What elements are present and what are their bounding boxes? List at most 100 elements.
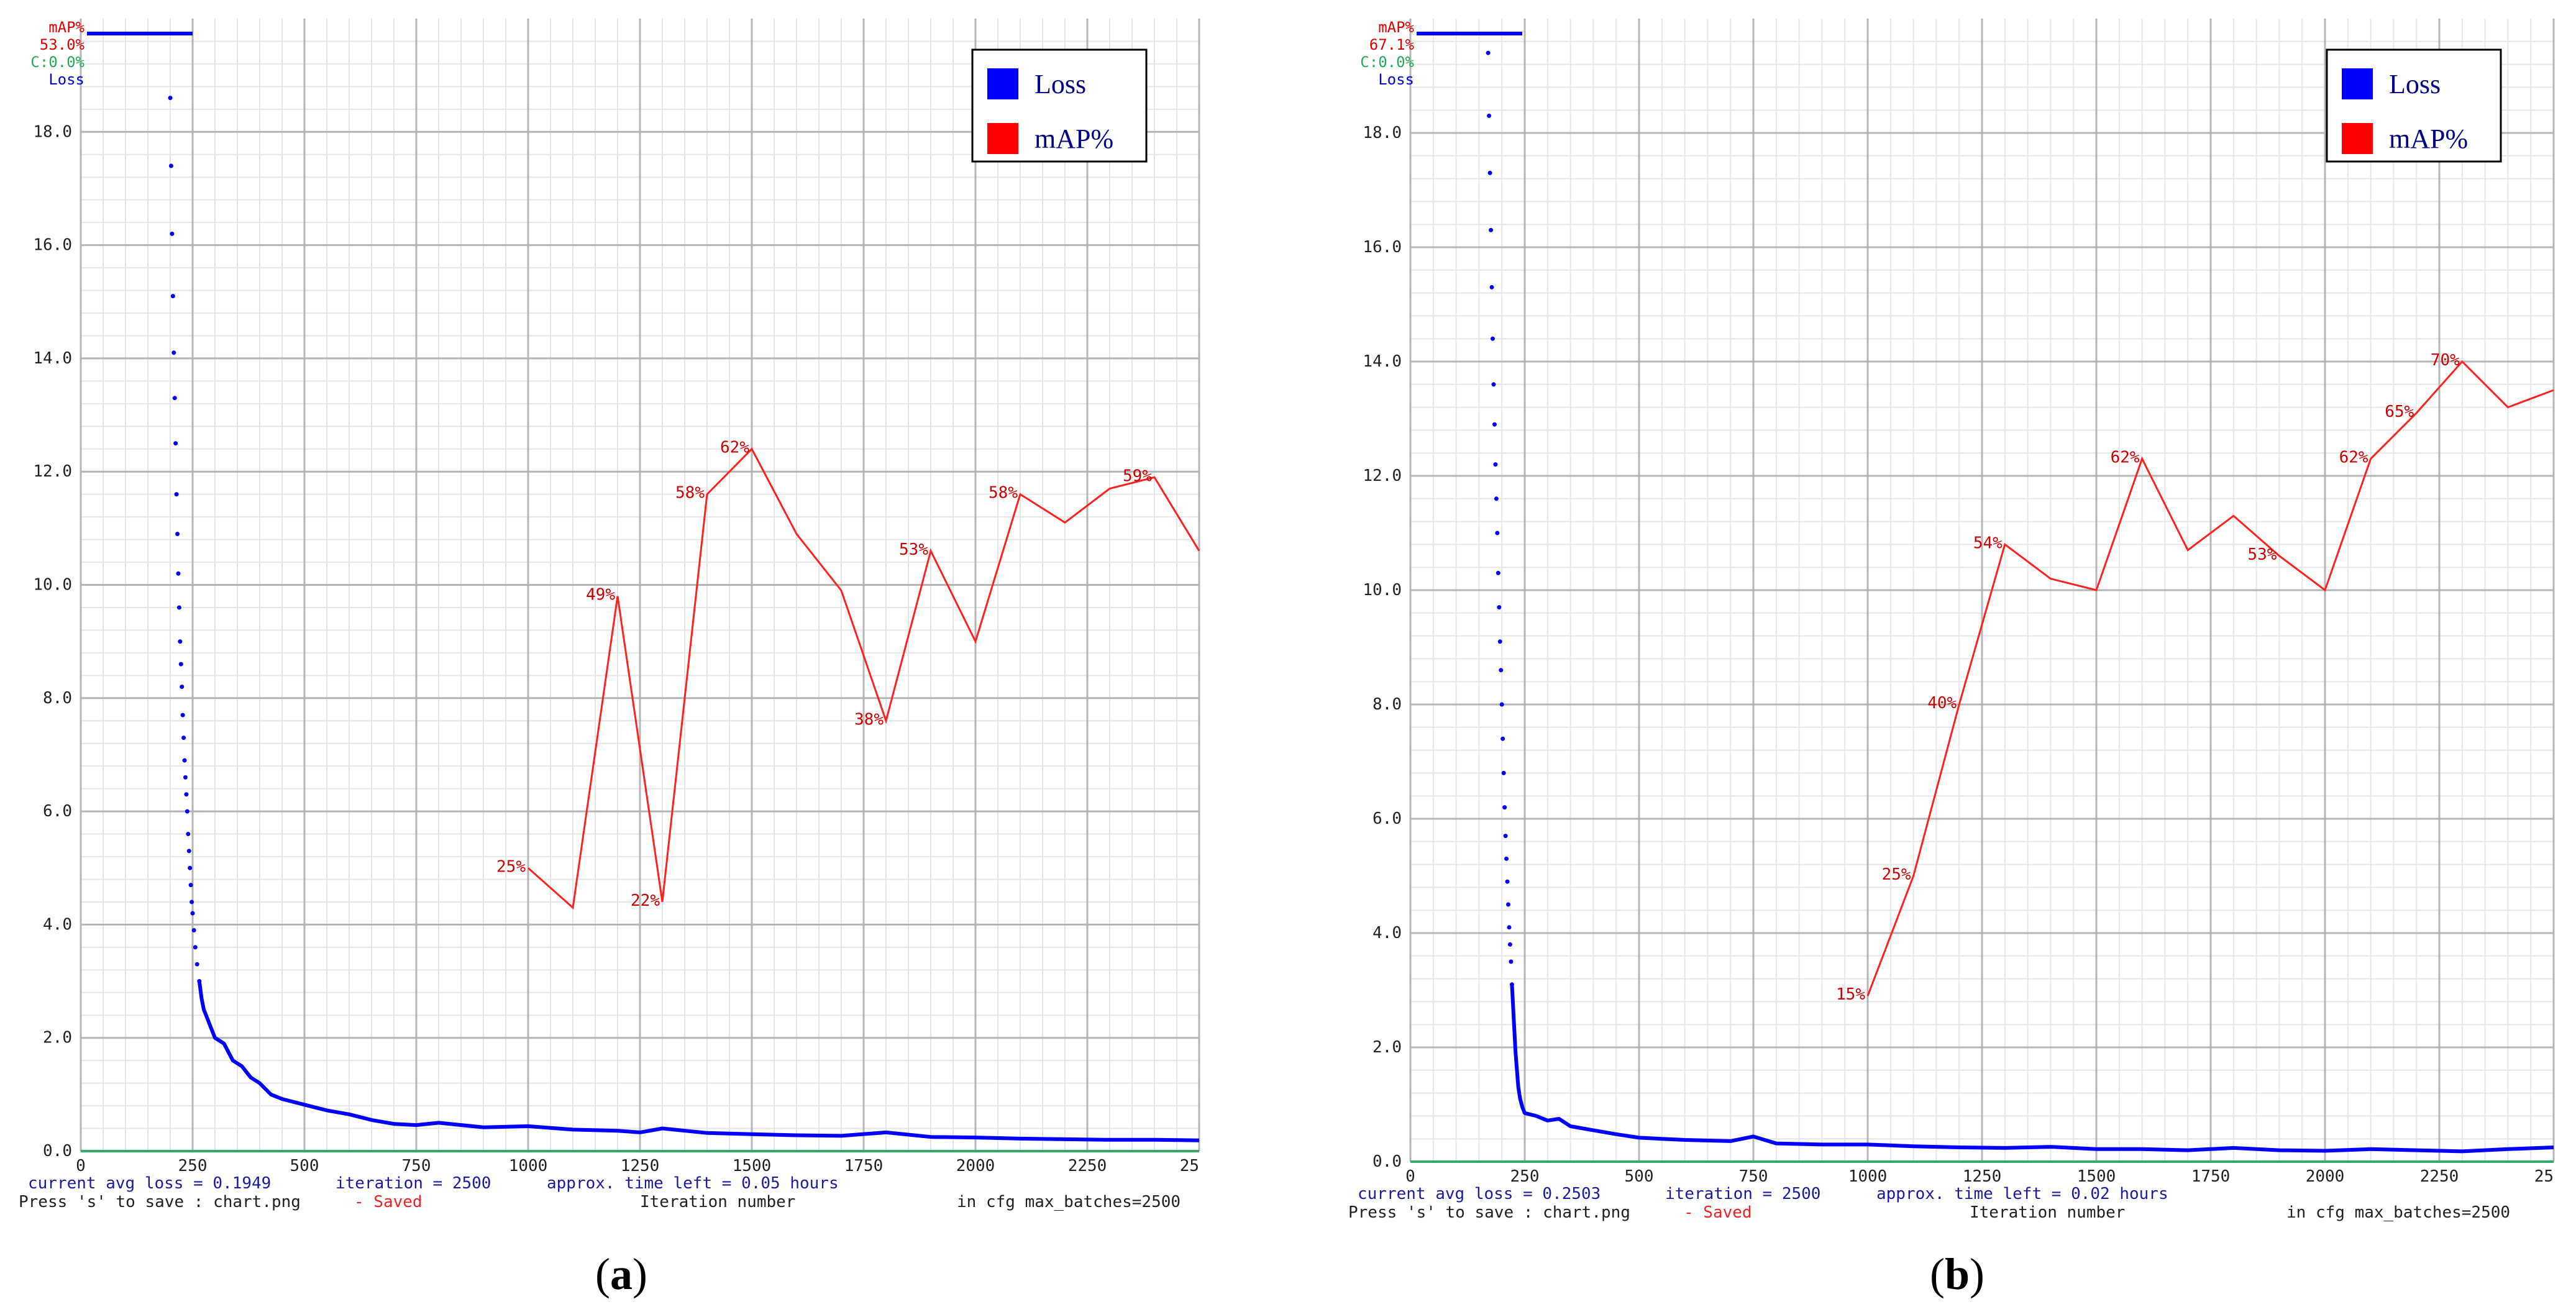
- map-data-label: 70%: [2431, 351, 2460, 370]
- x-axis-label: Iteration number: [1970, 1203, 2125, 1222]
- loss-point: [191, 928, 196, 933]
- status-save-hint: Press 's' to save : chart.png: [1348, 1203, 1630, 1222]
- loss-point: [1499, 668, 1504, 673]
- loss-point: [1491, 382, 1496, 387]
- x-tick-label: 1250: [621, 1157, 660, 1175]
- loss-point: [188, 865, 193, 870]
- x-tick-label: 1250: [1963, 1167, 2002, 1186]
- loss-point: [182, 758, 187, 763]
- loss-point: [180, 685, 185, 690]
- loss-line: [1510, 984, 2554, 1154]
- chart-b-svg: 0.0 2.0 4.0 6.0 8.0 10.0 12.0 14.0 16.0 18.0 0 250 5…: [1348, 19, 2555, 1222]
- loss-point: [193, 945, 198, 950]
- map-line: [528, 447, 1200, 910]
- legend-swatch: [2342, 68, 2373, 99]
- loss-point: [190, 911, 195, 916]
- loss-point: [1487, 113, 1492, 118]
- x-tick-label: 2250: [2420, 1167, 2459, 1186]
- map-line: [1866, 360, 2554, 996]
- corner-loss-label: Loss: [1378, 71, 1414, 88]
- loss-point: [1497, 639, 1502, 644]
- loss-point: [1503, 834, 1508, 839]
- map-data-label: 15%: [1836, 985, 1865, 1004]
- corner-map-value: 67.1%: [1369, 36, 1415, 53]
- y-tick-label: 6.0: [1372, 809, 1402, 828]
- status-max-batches: in cfg max_batches=2500: [957, 1193, 1181, 1211]
- loss-point: [180, 713, 185, 718]
- y-tick-label: 0.0: [1372, 1152, 1402, 1171]
- loss-point: [190, 900, 194, 904]
- caption-a: (a): [528, 1236, 715, 1312]
- y-tick-label: 16.0: [1363, 238, 1402, 257]
- corner-map-title: mAP%: [1378, 19, 1414, 36]
- y-tick-label: 0.0: [43, 1142, 72, 1160]
- x-tick-label: 500: [290, 1157, 319, 1175]
- y-tick-label: 18.0: [33, 122, 72, 141]
- map-data-label: 54%: [1973, 534, 2003, 552]
- loss-point: [1502, 805, 1507, 810]
- map-data-label: 25%: [496, 857, 526, 876]
- map-data-label: 58%: [675, 484, 705, 503]
- loss-point: [176, 571, 181, 576]
- status-saved: - Saved: [354, 1193, 422, 1211]
- x-tick-label: 25: [2534, 1167, 2554, 1186]
- y-tick-label: 18.0: [1363, 124, 1402, 142]
- y-tick-label: 14.0: [1363, 352, 1402, 371]
- y-tick-label: 4.0: [1372, 924, 1402, 942]
- loss-point: [175, 531, 180, 536]
- status-max-batches: in cfg max_batches=2500: [2286, 1203, 2510, 1222]
- x-tick-label: 1750: [844, 1157, 884, 1175]
- status-time-left: approx. time left = 0.02 hours: [1876, 1185, 2168, 1203]
- loss-point: [1486, 50, 1491, 55]
- loss-point: [184, 792, 189, 797]
- caption-b-letter: b: [1944, 1249, 1970, 1299]
- y-tick-label: 12.0: [33, 462, 72, 481]
- map-data-label: 53%: [2247, 545, 2277, 564]
- y-tick-label: 8.0: [43, 689, 72, 708]
- loss-point: [1492, 422, 1497, 427]
- loss-point: [1509, 959, 1514, 964]
- loss-point: [186, 832, 191, 837]
- map-data-label: 58%: [989, 484, 1018, 503]
- y-tick-label: 14.0: [33, 349, 72, 368]
- loss-point: [1493, 462, 1498, 467]
- loss-point: [1497, 605, 1502, 610]
- loss-point: [174, 492, 179, 497]
- status-loss: current avg loss = 0.1949: [28, 1174, 271, 1193]
- map-data-label: 40%: [1927, 694, 1957, 713]
- loss-point: [1489, 227, 1494, 232]
- loss-point: [171, 350, 176, 355]
- chart-a-svg: 0.0 2.0 4.0 6.0 8.0 10.0 12.0 14.0 16.0 18.0 0 250 5…: [19, 19, 1200, 1211]
- caption-a-open: (: [595, 1249, 610, 1299]
- caption-b-close: ): [1970, 1249, 1985, 1299]
- corner-map-value: 53.0%: [40, 36, 85, 53]
- loss-point: [168, 96, 173, 101]
- loss-point: [1499, 702, 1504, 707]
- loss-point: [1506, 902, 1511, 907]
- x-tick-label: 750: [1739, 1167, 1768, 1186]
- legend-label: Loss: [2389, 69, 2441, 99]
- x-tick-label: 1750: [2191, 1167, 2231, 1186]
- corner-c-value: C:0.0%: [1360, 53, 1414, 71]
- x-tick-label: 1000: [509, 1157, 548, 1175]
- map-data-label: 25%: [1882, 865, 1911, 884]
- loss-point: [176, 605, 181, 610]
- loss-point: [178, 639, 183, 644]
- map-data-label: 62%: [720, 439, 749, 457]
- legend-swatch: [2342, 123, 2373, 154]
- status-time-left: approx. time left = 0.05 hours: [547, 1174, 839, 1193]
- loss-point: [1495, 531, 1500, 535]
- x-tick-label: 1500: [733, 1157, 772, 1175]
- loss-point: [1501, 770, 1506, 775]
- x-tick-label: 0: [76, 1157, 86, 1175]
- x-tick-label: 500: [1625, 1167, 1654, 1186]
- loss-point: [170, 294, 175, 299]
- loss-point: [186, 849, 191, 854]
- x-tick-label: 2250: [1068, 1157, 1107, 1175]
- status-saved: - Saved: [1684, 1203, 1752, 1222]
- loss-point: [1500, 736, 1505, 741]
- loss-point: [1504, 856, 1509, 861]
- status-save-hint: Press 's' to save : chart.png: [19, 1193, 301, 1211]
- loss-point: [188, 883, 193, 888]
- x-tick-label: 2000: [2306, 1167, 2345, 1186]
